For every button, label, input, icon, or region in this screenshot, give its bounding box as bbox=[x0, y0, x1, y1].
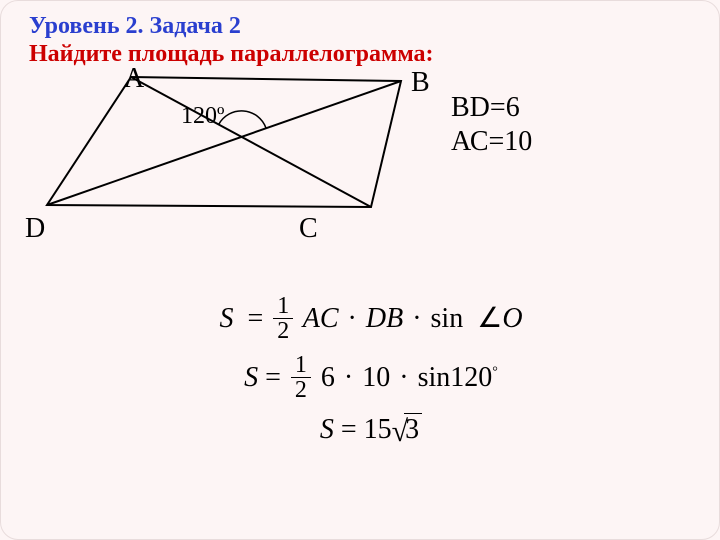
given-bd: ВD=6 bbox=[451, 91, 532, 125]
angle-label: 120º bbox=[181, 103, 224, 130]
slide: Уровень 2. Задача 2 Найдите площадь пара… bbox=[0, 0, 720, 540]
f2-sin: sin bbox=[418, 362, 451, 393]
f3-eq: = bbox=[341, 414, 357, 445]
diagonal-bd bbox=[47, 81, 401, 205]
formula-2: S = 1 2 6 · 10 · sin120° bbox=[151, 355, 591, 404]
f2-10: 10 bbox=[362, 362, 390, 393]
task-prompt: Найдите площадь параллелограмма: bbox=[29, 41, 434, 68]
f2-half: 1 2 bbox=[291, 353, 311, 402]
f1-lhs: S bbox=[219, 303, 233, 334]
vertex-label-a: А bbox=[124, 63, 144, 95]
f2-eq: = bbox=[265, 362, 281, 393]
f1-db: DB bbox=[366, 303, 403, 334]
solution-formulas: S = 1 2 AC · DB · sin ∠O S = 1 2 6 · 10 … bbox=[151, 286, 591, 459]
f3-lhs: S bbox=[320, 414, 334, 445]
vertex-label-c: С bbox=[299, 213, 318, 245]
f1-ac: AC bbox=[303, 303, 339, 334]
f1-dot1: · bbox=[348, 303, 357, 334]
f3-15: 15 bbox=[364, 414, 392, 445]
f1-eq: = bbox=[247, 303, 263, 334]
angle-arc bbox=[219, 111, 266, 128]
f2-dot2: · bbox=[399, 362, 408, 393]
f2-dot1: · bbox=[344, 362, 353, 393]
f2-120: 120 bbox=[450, 362, 492, 393]
diagram-svg bbox=[21, 67, 421, 267]
f1-angle-sym: ∠ bbox=[477, 303, 502, 334]
f2-6: 6 bbox=[321, 362, 335, 393]
f2-num: 1 bbox=[291, 353, 311, 378]
given-ac: АС=10 bbox=[451, 125, 532, 159]
formula-3: S = 15√3 bbox=[151, 414, 591, 449]
f2-den: 2 bbox=[291, 378, 311, 402]
f1-sin: sin bbox=[431, 303, 464, 334]
level-title: Уровень 2. Задача 2 bbox=[29, 13, 241, 40]
diagonal-ac bbox=[131, 77, 371, 207]
f1-den: 2 bbox=[273, 319, 293, 343]
parallelogram-diagram: А В С D 120º bbox=[21, 67, 421, 267]
f3-radicand: 3 bbox=[404, 413, 422, 445]
f1-half: 1 2 bbox=[273, 294, 293, 343]
vertex-label-b: В bbox=[411, 67, 430, 99]
f1-dot2: · bbox=[412, 303, 421, 334]
given-values: ВD=6 АС=10 bbox=[451, 91, 532, 158]
f2-degree-icon: ° bbox=[492, 365, 498, 380]
f1-num: 1 bbox=[273, 294, 293, 319]
formula-1: S = 1 2 AC · DB · sin ∠O bbox=[151, 296, 591, 345]
f1-o: O bbox=[502, 303, 522, 334]
f2-lhs: S bbox=[244, 362, 258, 393]
vertex-label-d: D bbox=[25, 213, 45, 245]
f3-sqrt: √3 bbox=[392, 414, 422, 449]
